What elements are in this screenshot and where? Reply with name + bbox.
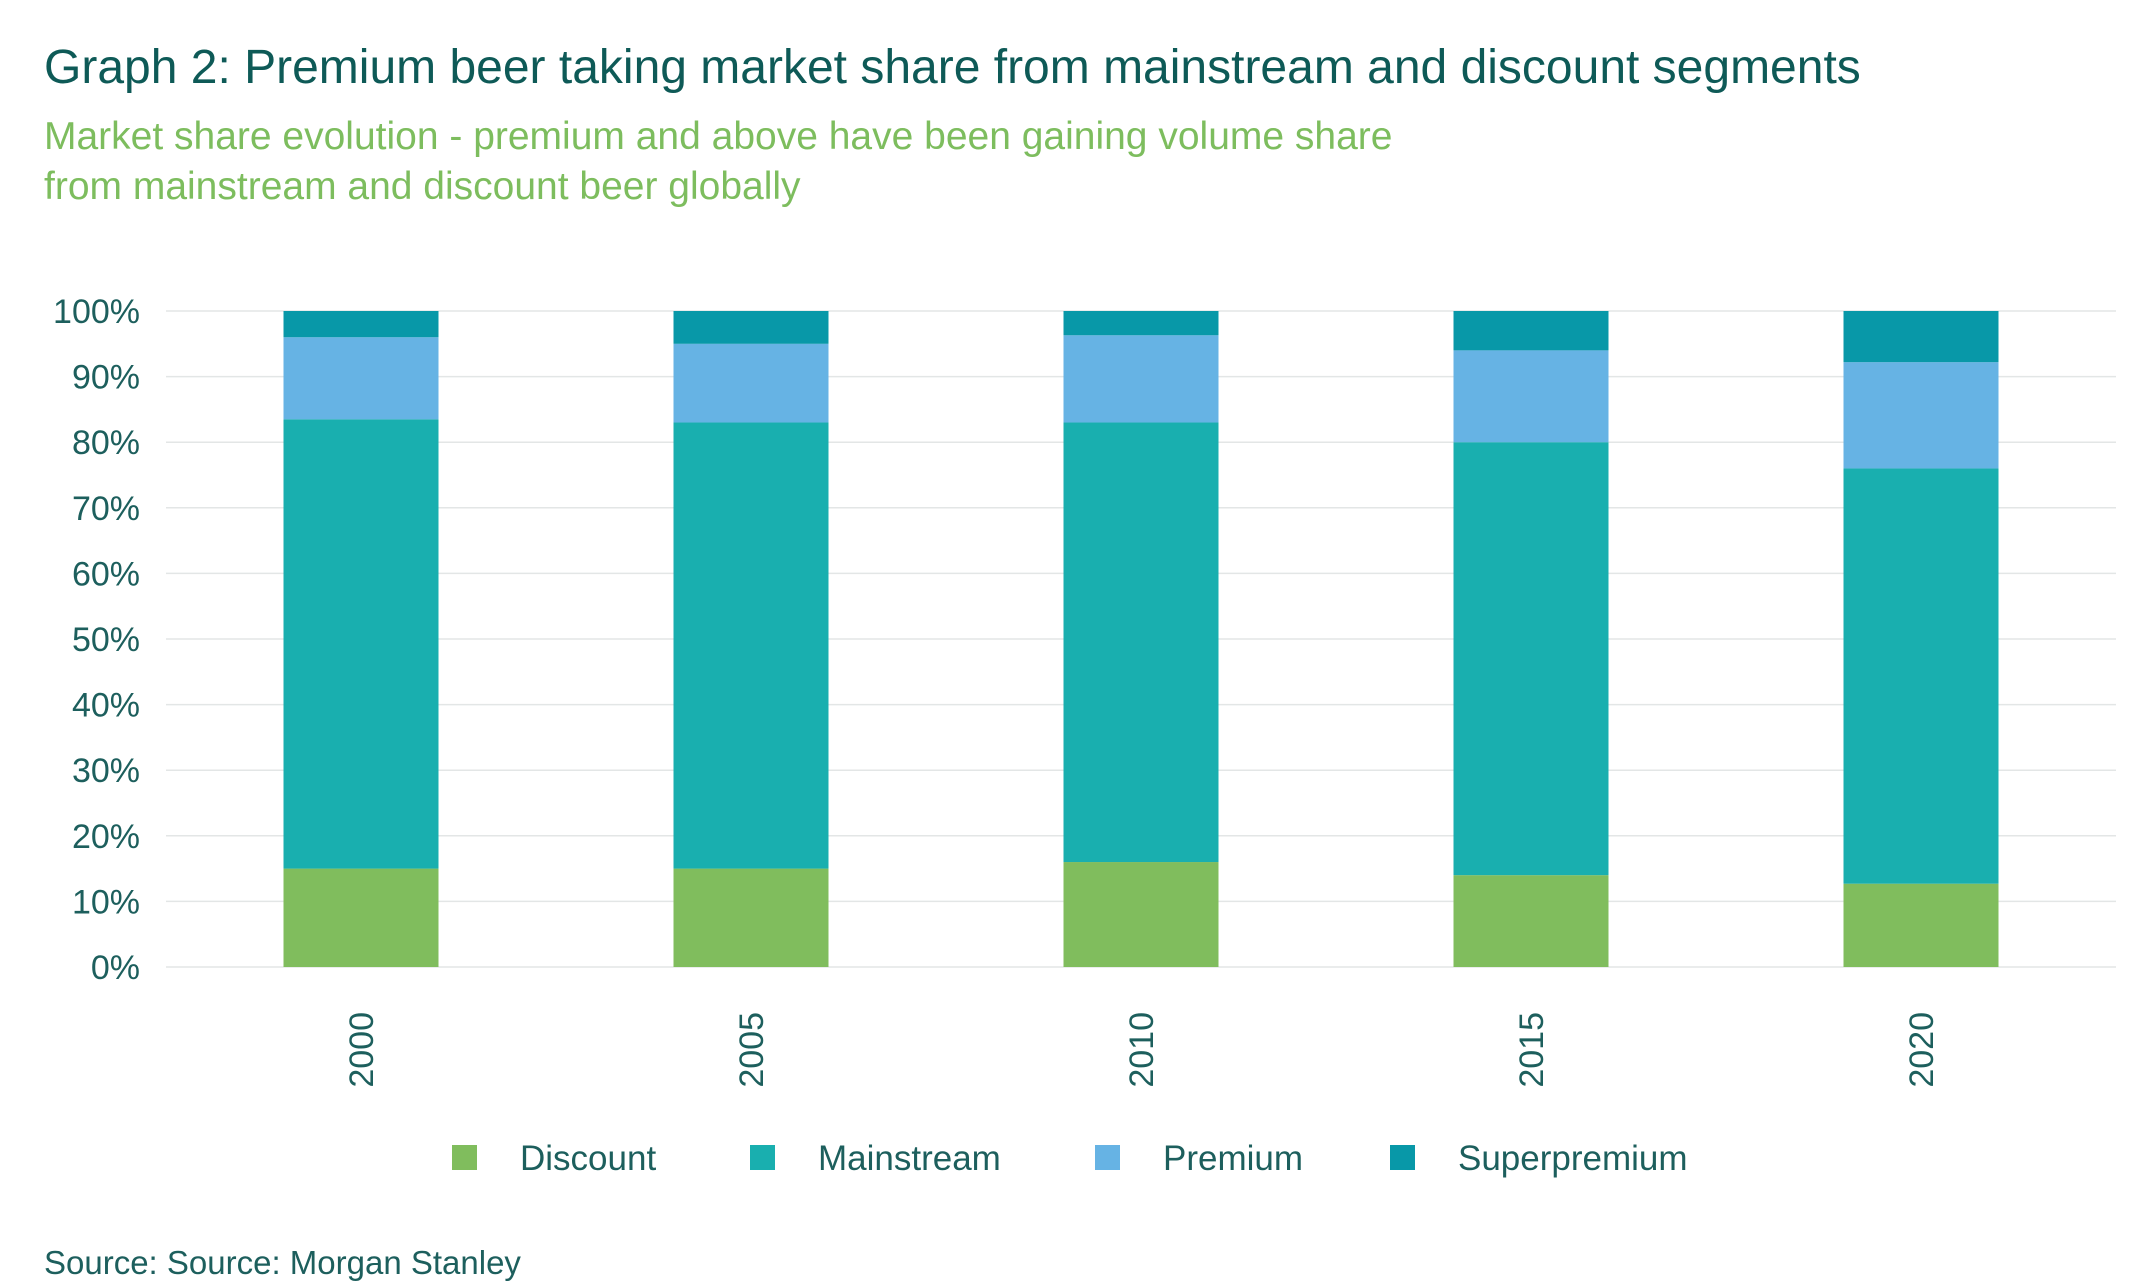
y-tick-label: 30% — [72, 752, 140, 790]
legend-swatch-mainstream — [750, 1145, 775, 1170]
y-tick-label: 40% — [72, 687, 140, 725]
bar-mainstream-2005 — [673, 422, 829, 869]
legend-label-superpremium: Superpremium — [1458, 1139, 1688, 1178]
x-axis: 2000 2005 2010 2015 2020 — [343, 1012, 1941, 1088]
y-axis: 0% 10% 20% 30% 40% 50% 60% 70% 80% 90% 100% — [53, 293, 140, 987]
bar-premium-2020 — [1843, 362, 1999, 469]
bar-discount-2015 — [1453, 875, 1609, 967]
x-tick-label: 2005 — [733, 1012, 771, 1088]
x-tick-label: 2015 — [1513, 1012, 1551, 1088]
bar-discount-2010 — [1063, 862, 1219, 967]
y-tick-label: 20% — [72, 818, 140, 856]
y-tick-label: 70% — [72, 490, 140, 528]
chart-title: Graph 2: Premium beer taking market shar… — [44, 41, 1861, 94]
bar-superpremium-2020 — [1843, 311, 1999, 363]
y-tick-label: 100% — [53, 293, 140, 331]
x-tick-label: 2010 — [1123, 1012, 1161, 1088]
bar-premium-2000 — [283, 337, 439, 420]
bar-mainstream-2020 — [1843, 468, 1999, 884]
y-tick-label: 90% — [72, 359, 140, 397]
legend-label-premium: Premium — [1163, 1139, 1303, 1178]
x-tick-label: 2020 — [1903, 1012, 1941, 1088]
bars — [283, 311, 1999, 967]
legend-swatch-premium — [1095, 1145, 1120, 1170]
source-note: Source: Source: Morgan Stanley — [44, 1244, 521, 1281]
bar-mainstream-2000 — [283, 419, 439, 869]
bar-superpremium-2005 — [673, 311, 829, 344]
legend-label-discount: Discount — [520, 1139, 656, 1178]
chart-subtitle: Market share evolution - premium and abo… — [44, 115, 1393, 208]
y-tick-label: 60% — [72, 555, 140, 593]
x-tick-label: 2000 — [343, 1012, 381, 1088]
y-tick-label: 50% — [72, 621, 140, 659]
y-tick-label: 0% — [91, 949, 140, 987]
legend: Discount Mainstream Premium Superpremium — [452, 1139, 1688, 1178]
bar-premium-2005 — [673, 343, 829, 423]
bar-discount-2020 — [1843, 883, 1999, 967]
legend-swatch-discount — [452, 1145, 477, 1170]
bar-superpremium-2015 — [1453, 311, 1609, 351]
y-tick-label: 80% — [72, 424, 140, 462]
bar-mainstream-2010 — [1063, 422, 1219, 863]
bar-premium-2010 — [1063, 335, 1219, 423]
bar-discount-2000 — [283, 868, 439, 967]
bar-discount-2005 — [673, 868, 829, 967]
bar-superpremium-2010 — [1063, 311, 1219, 336]
legend-swatch-superpremium — [1390, 1145, 1415, 1170]
bar-mainstream-2015 — [1453, 442, 1609, 876]
bar-premium-2015 — [1453, 350, 1609, 443]
bar-superpremium-2000 — [283, 311, 439, 338]
y-tick-label: 10% — [72, 883, 140, 921]
legend-label-mainstream: Mainstream — [818, 1139, 1001, 1178]
